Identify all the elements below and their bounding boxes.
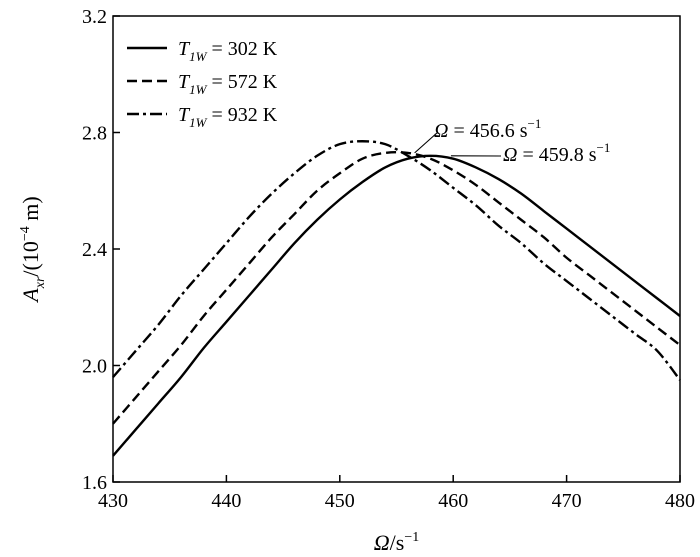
annotation-sup: −1	[528, 116, 542, 131]
legend-var: T	[178, 71, 191, 93]
legend-label-1: T1W = 302 K	[178, 38, 278, 64]
y-axis-label-unit-end: m)	[18, 196, 43, 226]
y-axis-label-sub: xr	[33, 276, 48, 289]
y-axis-label-var: A	[18, 288, 43, 304]
legend-var: T	[178, 38, 191, 60]
annotation-value: = 456.6 s	[448, 120, 527, 142]
y-axis-label-unit: /(10	[18, 241, 43, 276]
y-tick-label: 1.6	[82, 472, 107, 494]
x-axis-label-sup: −1	[404, 530, 419, 545]
x-tick-label: 470	[552, 490, 582, 512]
series-layer	[112, 140, 681, 457]
tick-layer: 430 440 450 460 470 480 1.6 2.0 2.4 2.8 3.2	[82, 6, 695, 512]
legend-sub: 1W	[189, 49, 208, 64]
x-tick-label: 460	[438, 490, 468, 512]
y-tick-label: 2.0	[82, 356, 107, 378]
series-line-1	[112, 154, 681, 457]
annotation-layer: Ω = 456.6 s−1Ω = 459.8 s−1	[414, 116, 610, 166]
annotation-label-2: Ω = 459.8 s−1	[503, 140, 610, 166]
annotation-leader-1	[414, 131, 439, 154]
legend-label-3: T1W = 932 K	[178, 104, 278, 130]
x-tick-label: 430	[98, 490, 128, 512]
annotation-var: Ω	[434, 120, 448, 142]
y-tick-label: 2.8	[82, 123, 107, 145]
annotation-sup: −1	[597, 140, 611, 155]
x-tick-label: 440	[211, 490, 241, 512]
y-tick-label: 2.4	[82, 239, 107, 261]
y-axis-label-sup: −4	[18, 226, 33, 241]
legend-rest: = 932 K	[206, 104, 277, 126]
x-axis-label-unit: /s	[390, 530, 405, 555]
legend-label-2: T1W = 572 K	[178, 71, 278, 97]
legend-rest: = 572 K	[206, 71, 277, 93]
y-axis-label: Axr/(10−4 m)	[18, 196, 48, 303]
x-tick-label: 480	[665, 490, 695, 512]
y-tick-label: 3.2	[82, 6, 107, 28]
annotation-label-1: Ω = 456.6 s−1	[434, 116, 541, 142]
annotation-var: Ω	[503, 144, 517, 166]
series-line-3	[112, 140, 681, 381]
legend-sub: 1W	[189, 115, 208, 130]
legend-rest: = 302 K	[206, 38, 277, 60]
x-axis-label-var: Ω	[374, 530, 390, 555]
x-tick-label: 450	[325, 490, 355, 512]
series-line-2	[112, 150, 681, 425]
legend-var: T	[178, 104, 191, 126]
legend-sub: 1W	[189, 82, 208, 97]
annotation-value: = 459.8 s	[517, 144, 596, 166]
x-axis-label: Ω/s−1	[374, 530, 420, 555]
